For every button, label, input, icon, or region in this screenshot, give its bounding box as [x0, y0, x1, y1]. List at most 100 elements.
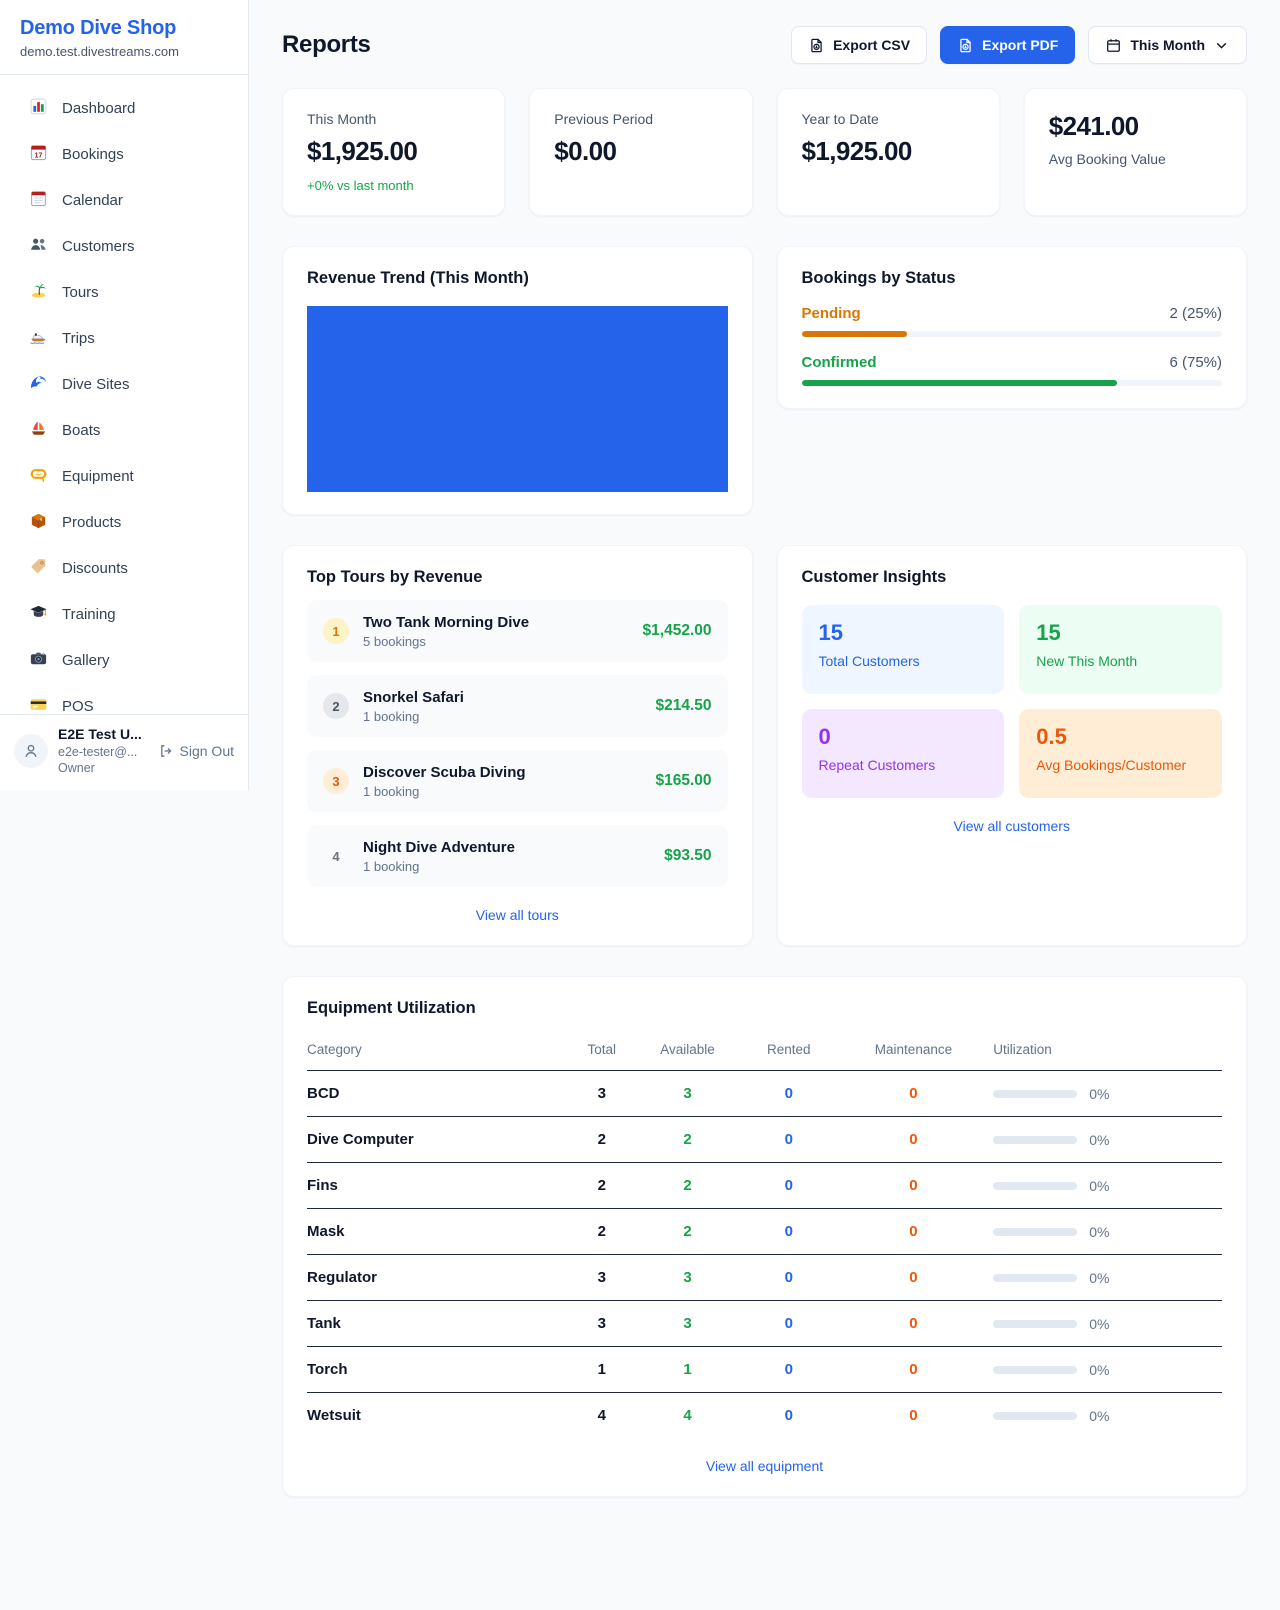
- user-meta: E2E Test U... e2e-tester@... Owner: [58, 725, 142, 776]
- equipment-row: Mask 2 2 0 0 0%: [307, 1208, 1222, 1255]
- tour-rank-badge: 1: [323, 618, 349, 644]
- utilization-bar: [993, 1319, 1078, 1328]
- export-pdf-button[interactable]: Export PDF: [940, 26, 1076, 64]
- stat-card: This Month $1,925.00 +0% vs last month: [282, 88, 506, 216]
- speedboat-icon: [29, 327, 48, 350]
- equipment-utilization-card: Equipment Utilization Category Total Avail…: [282, 976, 1247, 1497]
- chevron-down-icon: [1216, 42, 1227, 49]
- tour-bookings: 5 bookings: [363, 633, 426, 649]
- sailboat-icon: [29, 419, 48, 442]
- sidebar-item-dashboard[interactable]: Dashboard: [12, 87, 236, 130]
- equipment-maintenance: 0: [833, 1116, 994, 1163]
- sidebar-item-label: Bookings: [62, 146, 124, 163]
- sidebar-item-boats[interactable]: Boats: [12, 409, 236, 452]
- stat-value: $1,925.00: [801, 136, 913, 166]
- equipment-column-header: Total: [572, 1032, 632, 1071]
- tour-revenue: $93.50: [664, 847, 712, 864]
- customer-insights-title: Customer Insights: [801, 568, 947, 586]
- tour-list-item: 2 Snorkel Safari 1 booking $214.50: [307, 675, 728, 737]
- equipment-available: 2: [631, 1208, 744, 1255]
- insight-value: 15: [818, 620, 843, 645]
- status-row: Confirmed 6 (75%): [801, 354, 1222, 386]
- sidebar-item-customers[interactable]: Customers: [12, 225, 236, 268]
- sidebar-item-label: Products: [62, 514, 122, 531]
- status-progress-fill: [801, 331, 907, 337]
- insight-value: 0: [818, 724, 831, 749]
- tour-revenue: $214.50: [655, 697, 712, 714]
- sidebar-item-label: Training: [62, 606, 116, 623]
- sidebar-item-gallery[interactable]: Gallery: [12, 639, 236, 682]
- tour-name: Snorkel Safari: [363, 688, 464, 706]
- equipment-category: Mask: [307, 1208, 573, 1255]
- charts-row: Revenue Trend (This Month) Bookings by S…: [282, 246, 1247, 515]
- equipment-rented: 0: [743, 1162, 834, 1209]
- sidebar-item-label: POS: [62, 698, 94, 715]
- period-dropdown[interactable]: This Month: [1088, 26, 1247, 64]
- equipment-rented: 0: [743, 1346, 834, 1393]
- tour-bookings: 1 booking: [363, 783, 420, 799]
- sidebar-item-tours[interactable]: Tours: [12, 271, 236, 314]
- page-title: Reports: [282, 31, 371, 58]
- sidebar-item-label: Customers: [62, 238, 135, 255]
- stat-card: Previous Period $0.00: [529, 88, 753, 216]
- calendar-date-icon: 17: [29, 143, 48, 166]
- equipment-column-header: Maintenance: [833, 1032, 994, 1071]
- view-all-customers-link[interactable]: View all customers: [802, 818, 1223, 834]
- page-header: Reports Export CSV Export PDF: [282, 26, 1247, 64]
- insight-tiles: 15 Total Customers 15 New This Month 0 Repeat…: [801, 605, 1222, 798]
- sign-out-button[interactable]: Sign Out: [158, 743, 234, 759]
- status-label: Pending: [801, 305, 861, 322]
- stat-value: $1,925.00: [307, 136, 418, 166]
- sidebar-item-products[interactable]: Products: [12, 501, 236, 544]
- sidebar-item-dive-sites[interactable]: Dive Sites: [12, 363, 236, 406]
- equipment-utilization: 0%: [993, 1254, 1222, 1301]
- insight-tile: 0.5 Avg Bookings/Customer: [1019, 709, 1222, 798]
- sidebar-item-label: Discounts: [62, 560, 128, 577]
- sidebar-item-discounts[interactable]: Discounts: [12, 547, 236, 590]
- person-icon: [25, 744, 37, 757]
- sidebar-item-training[interactable]: Training: [12, 593, 236, 636]
- tour-name: Night Dive Adventure: [363, 838, 515, 856]
- sidebar-item-equipment[interactable]: Equipment: [12, 455, 236, 498]
- insight-label: New This Month: [1036, 653, 1138, 669]
- equipment-total: 3: [572, 1070, 632, 1117]
- equipment-available: 1: [631, 1346, 744, 1393]
- calendar-pad-icon: [29, 189, 48, 212]
- top-tours-title: Top Tours by Revenue: [307, 568, 483, 586]
- equipment-total: 4: [597, 1407, 606, 1424]
- insight-value: 0.5: [1036, 724, 1067, 749]
- equipment-column-header: Rented: [743, 1032, 834, 1071]
- sign-out-icon: [160, 744, 171, 757]
- utilization-percent: 0%: [1089, 1085, 1110, 1102]
- view-all-equipment-link[interactable]: View all equipment: [307, 1458, 1222, 1474]
- revenue-trend-title: Revenue Trend (This Month): [307, 269, 529, 287]
- bar-chart-icon: [29, 97, 48, 120]
- sidebar-header: Demo Dive Shop demo.test.divestreams.com: [0, 0, 248, 75]
- tour-revenue: $165.00: [655, 772, 712, 789]
- sidebar-item-label: Calendar: [62, 192, 123, 209]
- sidebar-item-label: Tours: [62, 284, 99, 301]
- main-content: Reports Export CSV Export PDF: [249, 0, 1280, 1537]
- file-download-icon: [811, 38, 822, 52]
- insight-tile: 15 New This Month: [1019, 605, 1222, 694]
- stat-label: This Month: [307, 111, 377, 127]
- equipment-row: Torch 1 1 0 0 0%: [307, 1346, 1222, 1393]
- insight-label: Repeat Customers: [818, 757, 936, 773]
- sidebar-item-label: Trips: [62, 330, 95, 347]
- sidebar-item-trips[interactable]: Trips: [12, 317, 236, 360]
- export-csv-button[interactable]: Export CSV: [791, 26, 928, 64]
- sidebar-item-calendar[interactable]: Calendar: [12, 179, 236, 222]
- equipment-maintenance: 0: [833, 1300, 994, 1347]
- tour-list-item: 3 Discover Scuba Diving 1 booking $165.00: [307, 750, 728, 812]
- view-all-tours-link[interactable]: View all tours: [307, 907, 728, 923]
- stat-card: Year to Date $1,925.00: [776, 88, 1000, 216]
- avatar: [14, 733, 48, 768]
- equipment-available: 2: [631, 1116, 744, 1163]
- sidebar-item-bookings[interactable]: 17 Bookings: [12, 133, 236, 176]
- equipment-utilization: 0%: [993, 1162, 1222, 1209]
- equipment-column-header: Available: [631, 1032, 744, 1071]
- sidebar-item-pos[interactable]: POS: [12, 685, 236, 728]
- equipment-available: 4: [683, 1407, 692, 1424]
- people-icon: [29, 235, 48, 258]
- tour-bookings: 1 booking: [363, 858, 420, 874]
